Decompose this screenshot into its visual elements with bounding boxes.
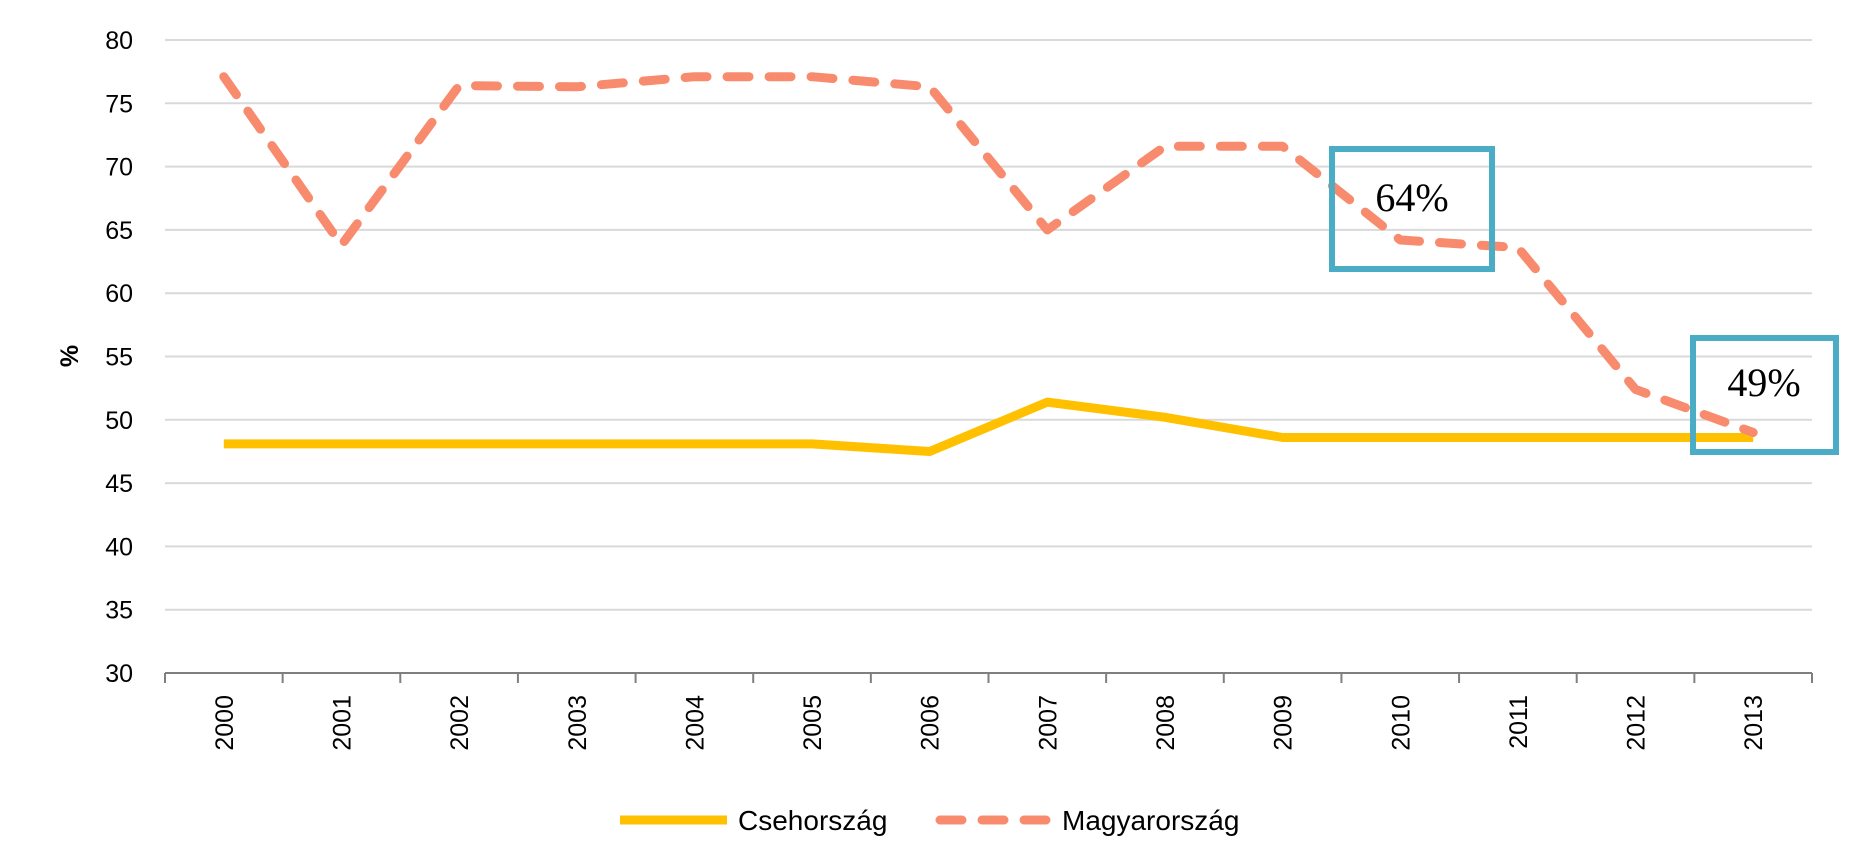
x-tick-label: 2006 [917,695,945,751]
x-tick-label: 2005 [799,695,827,751]
legend-label: Csehország [738,805,887,836]
y-tick-label: 70 [105,154,133,182]
x-tick-label: 2000 [211,695,239,751]
gridlines [165,39,1812,611]
y-tick-label: 65 [105,217,133,245]
annotations: 64% 49% [1329,146,1839,455]
x-tick-label: 2003 [564,695,592,751]
annotation-label: 49% [1727,360,1800,405]
series-line-magyarorszag [219,72,1758,437]
annotation-box [1329,146,1495,272]
y-tick-label: 75 [105,90,133,118]
series-line-csehorszag [223,397,1754,456]
x-tick-label: 2004 [681,695,709,751]
x-tick-label: 2007 [1034,695,1062,751]
x-tick-label: 2002 [446,695,474,751]
y-tick-label: 55 [105,344,133,372]
y-tick-label: 35 [105,597,133,625]
y-tick-label: 30 [105,660,133,688]
x-tick-label: 2009 [1270,695,1298,751]
y-tick-label: 80 [105,27,133,55]
series-lines [219,72,1758,456]
y-axis: 30 35 40 45 50 55 60 65 70 75 80 [105,27,133,688]
y-tick-label: 50 [105,407,133,435]
legend: Csehország Magyarország [620,805,1239,836]
x-tick-label: 2011 [1505,695,1533,749]
x-tick-label: 2001 [328,695,356,751]
annotation-label: 64% [1375,175,1448,220]
y-tick-label: 60 [105,280,133,308]
x-axis: 2000 2001 2002 2003 2004 2005 2006 2007 2008 2009… [164,672,1813,751]
x-tick-label: 2010 [1387,695,1415,751]
y-axis-title: % [56,345,84,367]
x-tick-label: 2008 [1152,695,1180,751]
y-tick-label: 40 [105,533,133,561]
legend-label: Magyarország [1062,805,1239,836]
x-tick-label: 2012 [1623,695,1651,751]
x-tick-label: 2013 [1740,695,1768,751]
y-tick-label: 45 [105,470,133,498]
annotation-box [1690,335,1839,455]
